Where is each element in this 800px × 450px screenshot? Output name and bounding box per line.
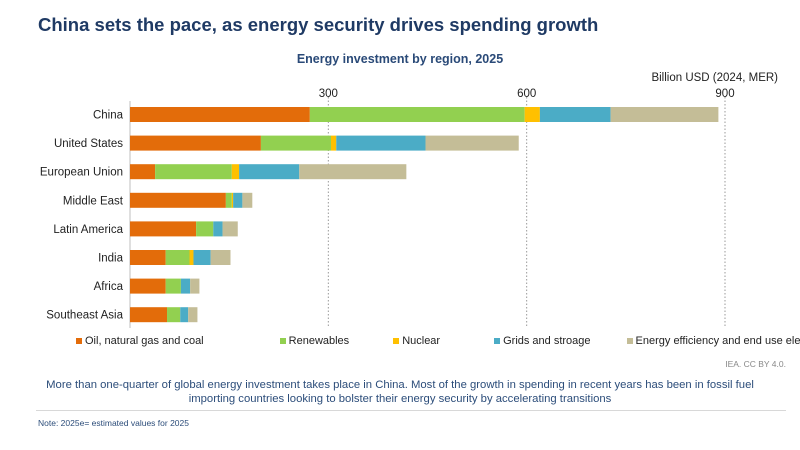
bar-segment bbox=[130, 107, 310, 122]
bar-segment bbox=[242, 192, 253, 208]
legend-item: Grids and stroage bbox=[494, 335, 591, 347]
bar-segment bbox=[130, 192, 226, 208]
bar-segment bbox=[189, 250, 194, 265]
bar-segment bbox=[130, 135, 261, 151]
category-label: Africa bbox=[94, 281, 124, 293]
bar-segment bbox=[299, 164, 407, 180]
bar-segment bbox=[425, 135, 519, 151]
bar-segment bbox=[222, 221, 238, 237]
legend-swatch bbox=[393, 338, 400, 344]
category-label: United States bbox=[54, 138, 123, 150]
bar-segment bbox=[165, 278, 181, 294]
bar-segment bbox=[309, 107, 525, 122]
x-tick-label: 600 bbox=[517, 88, 536, 100]
bar-segment bbox=[330, 135, 337, 151]
bar-segment bbox=[239, 164, 300, 180]
bar-segment bbox=[539, 107, 611, 122]
legend-swatch bbox=[626, 338, 633, 344]
source-credit: IEA. CC BY 4.0. bbox=[725, 359, 786, 369]
bar-segment bbox=[196, 221, 214, 237]
category-label: Southeast Asia bbox=[46, 310, 123, 322]
bar-segment bbox=[610, 107, 719, 122]
legend-item: Renewables bbox=[279, 335, 350, 347]
bar-segment bbox=[225, 192, 232, 208]
legend-label: Oil, natural gas and coal bbox=[85, 335, 204, 347]
legend-swatch bbox=[494, 338, 501, 344]
category-label: Middle East bbox=[63, 195, 124, 207]
bar-segment bbox=[231, 164, 240, 180]
bar-segment bbox=[130, 307, 168, 323]
category-label: India bbox=[98, 253, 124, 265]
bar-segment bbox=[130, 278, 166, 294]
category-label: Latin America bbox=[53, 224, 123, 236]
bar-segment bbox=[155, 164, 232, 180]
bar-segment bbox=[130, 221, 197, 237]
page-title: China sets the pace, as energy security … bbox=[38, 14, 599, 35]
caption-line-2: importing countries looking to bolster t… bbox=[188, 393, 612, 405]
bar-segment bbox=[524, 107, 540, 122]
legend-label: Grids and stroage bbox=[503, 335, 591, 347]
bar-segment bbox=[193, 250, 211, 265]
x-tick-label: 300 bbox=[319, 88, 338, 100]
bar-segment bbox=[130, 164, 156, 180]
bar-segment bbox=[130, 250, 166, 265]
category-label: China bbox=[93, 110, 124, 122]
bar-segment bbox=[231, 192, 234, 208]
bar-segment bbox=[165, 250, 190, 265]
divider bbox=[36, 410, 786, 411]
bar-segment bbox=[336, 135, 426, 151]
footnote: Note: 2025e= estimated values for 2025 bbox=[38, 418, 189, 428]
bar-segment bbox=[190, 278, 200, 294]
bar-segment bbox=[167, 307, 181, 323]
legend-swatch bbox=[279, 338, 286, 344]
legend-label: Renewables bbox=[288, 335, 350, 347]
legend-swatch bbox=[76, 338, 82, 344]
axis-unit-label: Billion USD (2024, MER) bbox=[651, 72, 778, 84]
bar-segment bbox=[260, 135, 331, 151]
bar-segment bbox=[213, 221, 223, 237]
x-tick-label: 900 bbox=[715, 88, 734, 100]
bar-segment bbox=[188, 307, 198, 323]
chart-caption: More than one-quarter of global energy i… bbox=[40, 378, 760, 406]
category-label: European Union bbox=[40, 167, 123, 179]
legend-item: Energy efficiency and end use electrific… bbox=[626, 335, 800, 347]
bar-segment bbox=[210, 250, 231, 265]
legend-label: Nuclear bbox=[402, 335, 441, 347]
chart-title: Energy investment by region, 2025 bbox=[296, 52, 504, 66]
legend-item: Nuclear bbox=[393, 335, 440, 347]
stacked-bar-chart: 300 600 900 China United States European Unio… bbox=[40, 88, 735, 328]
bar-segment bbox=[180, 307, 189, 323]
chart-legend: Oil, natural gas and coal Renewables Nucle… bbox=[76, 335, 800, 347]
legend-label: Energy efficiency and end use electrific… bbox=[635, 335, 800, 347]
bar-segment bbox=[180, 278, 191, 294]
caption-line-1: More than one-quarter of global energy i… bbox=[46, 379, 754, 391]
bar-segment bbox=[233, 192, 243, 208]
legend-item: Oil, natural gas and coal bbox=[76, 335, 204, 347]
